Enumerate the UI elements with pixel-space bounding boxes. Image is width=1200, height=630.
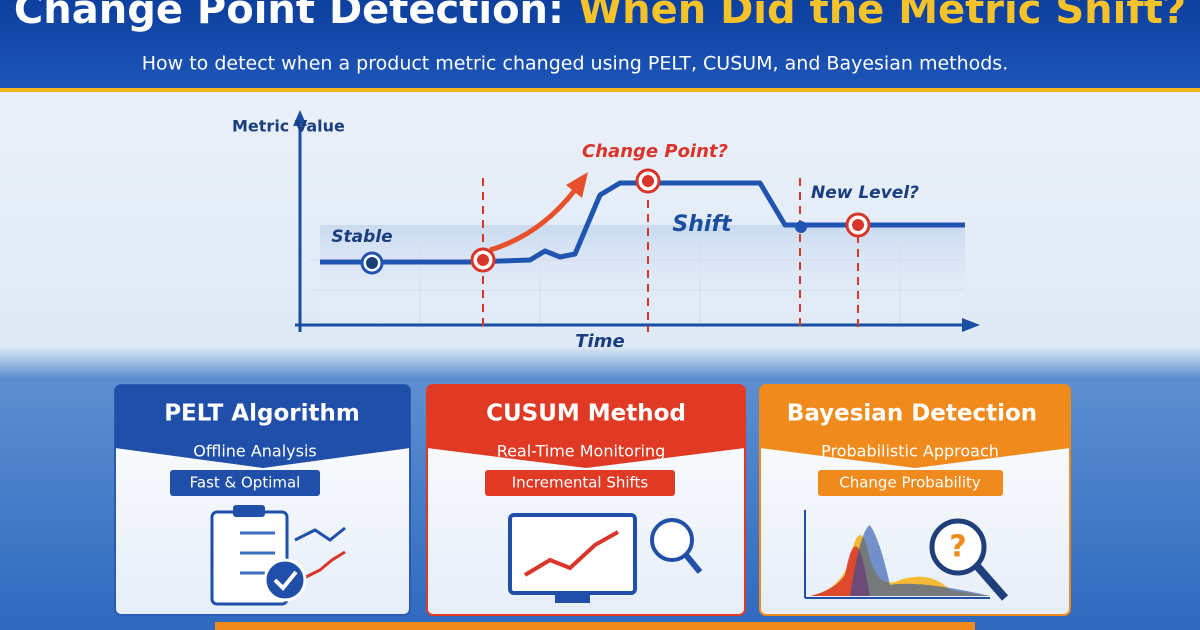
subtitle: How to detect when a product metric chan… bbox=[142, 53, 1009, 75]
y-axis-label: Metric Value bbox=[232, 117, 345, 136]
trend-arrowhead bbox=[566, 172, 588, 198]
svg-text:?: ? bbox=[949, 530, 966, 565]
annotation: Stable bbox=[331, 227, 392, 247]
annotation: New Level? bbox=[811, 183, 919, 203]
title-part: Change Point Detection: bbox=[14, 0, 564, 33]
y-arrow bbox=[293, 110, 307, 126]
area bbox=[320, 225, 965, 325]
annotation: Change Point? bbox=[582, 141, 728, 162]
card-bayesian: Bayesian Detection Probabilistic Approac… bbox=[759, 384, 1071, 616]
card-line: Offline Analysis bbox=[193, 442, 317, 461]
footer-strip bbox=[215, 622, 975, 630]
annotation: Shift bbox=[672, 212, 733, 237]
card-line: Probabilistic Approach bbox=[821, 442, 999, 461]
card-line: Real-Time Monitoring bbox=[497, 442, 666, 461]
card-pelt: PELT Algorithm Offline Analysis Fast & O… bbox=[114, 384, 411, 616]
title-part: When Did the Metric Shift? bbox=[578, 0, 1186, 33]
metric-line bbox=[320, 180, 965, 265]
card-title: Bayesian Detection bbox=[787, 401, 1037, 427]
x-axis-label: Time bbox=[575, 331, 624, 352]
trend-arrow bbox=[489, 188, 577, 253]
card-cusum: CUSUM Method Real-Time Monitoring Increm… bbox=[426, 384, 746, 616]
header-band bbox=[0, 0, 1200, 90]
card-line: Change Probability bbox=[839, 474, 981, 492]
header-rule bbox=[0, 88, 1200, 92]
card-line: Fast & Optimal bbox=[190, 474, 301, 492]
metric-diagram: Metric Value Time Stable Change Point? S… bbox=[232, 110, 980, 352]
card-title: CUSUM Method bbox=[486, 401, 686, 427]
card-title: PELT Algorithm bbox=[164, 401, 360, 427]
card-line: Incremental Shifts bbox=[512, 474, 649, 492]
x-arrow bbox=[962, 318, 980, 332]
title: Change Point Detection: When Did the Met… bbox=[14, 0, 1186, 33]
